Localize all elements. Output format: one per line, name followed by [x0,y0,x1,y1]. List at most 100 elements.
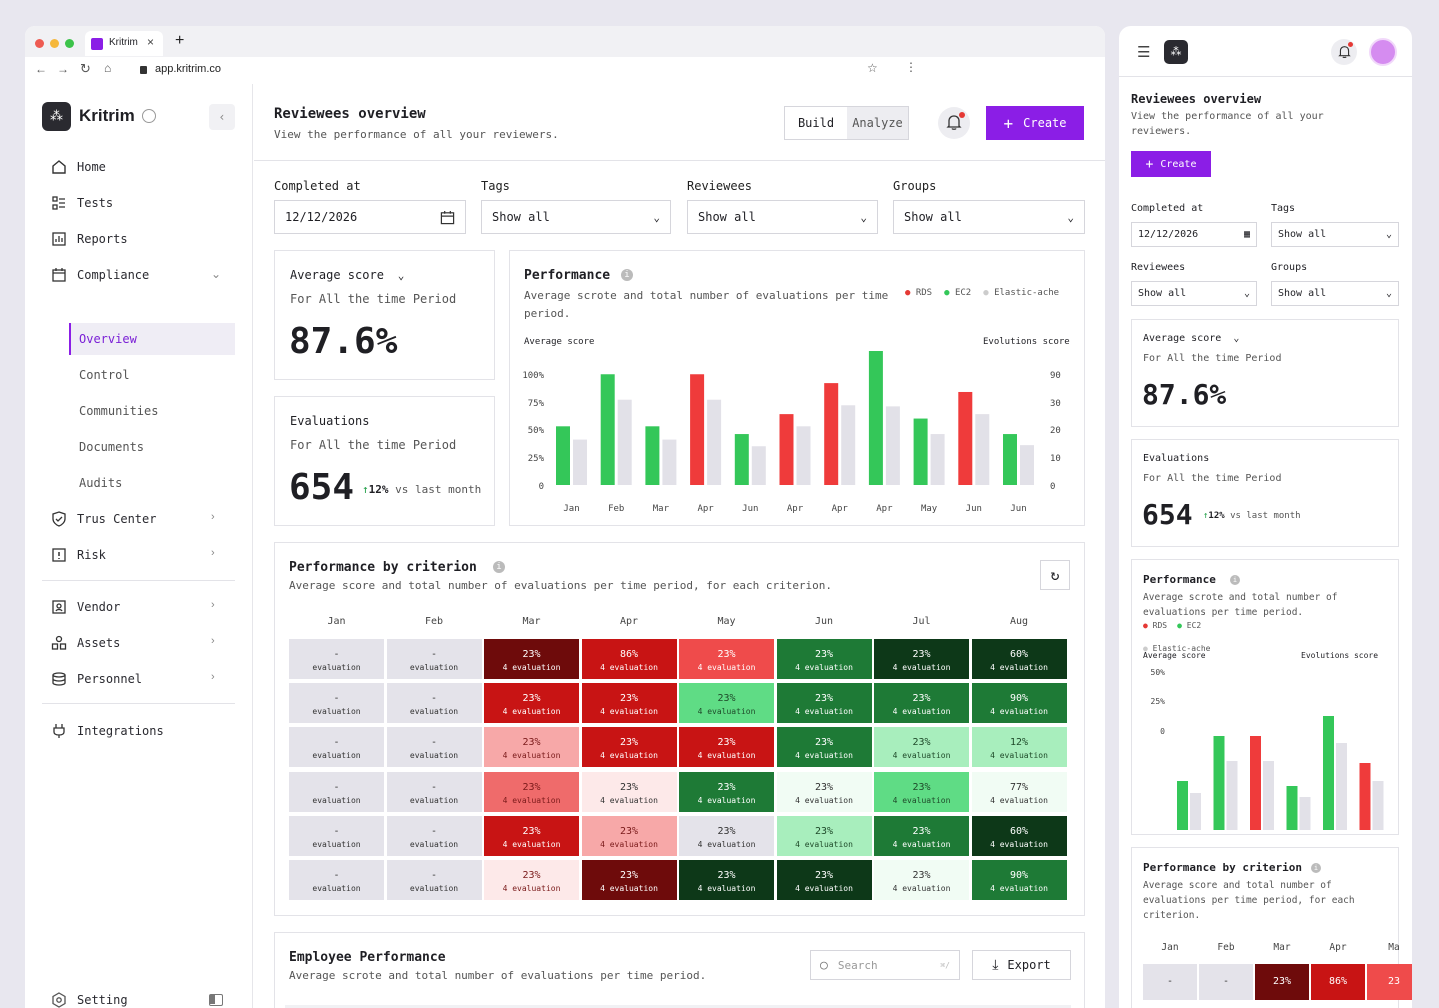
heatmap-cell[interactable]: 23% 4 evaluation [484,815,579,856]
heatmap-cell[interactable]: 23% 4 evaluation [581,683,677,724]
heatmap-cell[interactable]: 23% 4 evaluation [484,727,579,768]
heatmap-cell[interactable]: - evaluation [386,860,482,900]
sidebar-sub-overview[interactable]: Overview [79,332,137,346]
heatmap-cell[interactable]: - evaluation [289,771,384,812]
sidebar-item-integrations[interactable]: Integrations [51,723,164,739]
sidebar-item-personnel[interactable]: Personnel [51,671,142,687]
heatmap-cell[interactable]: 23% 4 evaluation [874,639,969,679]
info-icon[interactable]: i [1311,863,1321,873]
menu-dots-icon[interactable]: ⋮ [905,60,917,74]
sidebar-sub-audits[interactable]: Audits [79,476,123,490]
heatmap-cell[interactable]: 23% 4 evaluation [776,771,872,812]
sidebar-item-vendor[interactable]: Vendor [51,599,120,615]
sidebar-item-home[interactable]: Home [51,159,106,175]
sidebar-item-risk[interactable]: Risk [51,547,106,563]
create-button[interactable]: + Create [986,106,1084,140]
heatmap-cell[interactable]: - evaluation [386,815,482,856]
heatmap-cell[interactable]: 23% 4 evaluation [874,771,969,812]
avatar[interactable] [1369,38,1397,66]
heatmap-cell[interactable]: - evaluation [386,771,482,812]
bookmark-star-icon[interactable]: ☆ [867,61,878,75]
heatmap-cell[interactable]: 86% 4 evaluation [581,639,677,679]
chevron-down-icon[interactable]: ⌄ [211,267,222,281]
heatmap-cell[interactable]: - evaluation [386,727,482,768]
heatmap-cell[interactable]: 23% 4 evaluation [679,683,774,724]
build-tab[interactable]: Build [785,107,847,139]
heatmap-cell[interactable]: 23% 4 evaluation [679,639,774,679]
heatmap-cell[interactable]: 90% 4 evaluation [971,860,1067,900]
heatmap-cell[interactable]: - evaluation [289,815,384,856]
heatmap-cell[interactable]: 23% 4 evaluation [581,727,677,768]
hamburger-icon[interactable]: ☰ [1137,43,1151,61]
heatmap-cell[interactable]: 23% 4 evaluation [776,860,872,900]
panel-heatmap-cell[interactable]: 86% [1311,964,1365,1000]
heatmap-cell[interactable]: 23% 4 evaluation [581,815,677,856]
sidebar-sub-control[interactable]: Control [79,368,130,382]
url-text[interactable]: app.kritrim.co [155,63,222,75]
sidebar-item-assets[interactable]: Assets [51,635,120,651]
heatmap-cell[interactable]: 23% 4 evaluation [874,860,969,900]
heatmap-cell[interactable]: - evaluation [289,727,384,768]
heatmap-cell[interactable]: 23% 4 evaluation [776,815,872,856]
heatmap-cell[interactable]: - evaluation [386,639,482,679]
panel-heatmap-cell[interactable]: 23% [1255,964,1309,1000]
panel-avg-title[interactable]: Average score ⌄ [1143,333,1239,344]
heatmap-cell[interactable]: 12% 4 evaluation [971,727,1067,768]
sidebar-item-compliance[interactable]: Compliance [51,267,149,283]
completed-date-input[interactable]: 12/12/2026 [274,200,466,234]
home-icon[interactable]: ⌂ [104,61,112,75]
info-icon[interactable]: i [621,269,633,281]
sidebar-sub-communities[interactable]: Communities [79,404,159,418]
panel-heatmap-cell[interactable]: - [1199,964,1253,1000]
close-tab-icon[interactable]: × [147,35,155,49]
heatmap-cell[interactable]: 23% 4 evaluation [679,860,774,900]
sidebar-toggle-icon[interactable] [209,994,223,1006]
heatmap-cell[interactable]: 23% 4 evaluation [776,727,872,768]
sidebar-item-tests[interactable]: Tests [51,195,113,211]
info-icon[interactable]: i [493,561,505,573]
panel-completed-input[interactable]: 12/12/2026 ▦ [1131,222,1257,247]
tags-select[interactable]: Show all ⌄ [481,200,671,234]
reload-icon[interactable]: ↻ [80,61,91,76]
heatmap-cell[interactable]: 23% 4 evaluation [484,771,579,812]
groups-select[interactable]: Show all ⌄ [893,200,1085,234]
heatmap-cell[interactable]: 23% 4 evaluation [776,683,872,724]
heatmap-cell[interactable]: 23% 4 evaluation [484,639,579,679]
close-window-button[interactable] [35,39,44,48]
back-icon[interactable]: ← [35,62,47,76]
heatmap-cell[interactable]: 23% 4 evaluation [484,860,579,900]
sidebar-item-setting[interactable]: Setting [51,992,128,1008]
forward-icon[interactable]: → [57,62,69,76]
refresh-button[interactable]: ↻ [1040,560,1070,590]
reviewees-select[interactable]: Show all ⌄ [687,200,878,234]
sidebar-item-trust-center[interactable]: Trus Center [51,511,156,527]
heatmap-cell[interactable]: 60% 4 evaluation [971,639,1067,679]
notification-button[interactable] [938,107,970,139]
panel-reviewees-select[interactable]: Show all ⌄ [1131,281,1257,306]
heatmap-cell[interactable]: - evaluation [289,860,384,900]
panel-heatmap-cell[interactable]: - [1143,964,1197,1000]
heatmap-cell[interactable]: 23% 4 evaluation [581,771,677,812]
browser-tab[interactable]: Kritrim × [85,31,163,56]
heatmap-cell[interactable]: 23% 4 evaluation [581,860,677,900]
sidebar-sub-documents[interactable]: Documents [79,440,145,454]
collapse-sidebar-button[interactable]: ‹ [209,104,235,130]
heatmap-cell[interactable]: 77% 4 evaluation [971,771,1067,812]
heatmap-cell[interactable]: 60% 4 evaluation [971,815,1067,856]
panel-create-button[interactable]: + Create [1131,151,1211,177]
heatmap-cell[interactable]: 90% 4 evaluation [971,683,1067,724]
heatmap-cell[interactable]: 23% 4 evaluation [874,727,969,768]
heatmap-cell[interactable]: 23% 4 evaluation [679,815,774,856]
panel-heatmap-cell[interactable]: 23 [1367,964,1412,1000]
heatmap-cell[interactable]: - evaluation [289,639,384,679]
heatmap-cell[interactable]: 23% 4 evaluation [874,815,969,856]
maximize-window-button[interactable] [65,39,74,48]
heatmap-cell[interactable]: 23% 4 evaluation [679,727,774,768]
info-icon[interactable]: i [1230,575,1240,585]
heatmap-cell[interactable]: 23% 4 evaluation [874,683,969,724]
search-input[interactable]: ○ Search ⌘/ [810,950,960,980]
minimize-window-button[interactable] [50,39,59,48]
panel-tags-select[interactable]: Show all ⌄ [1271,222,1399,247]
avg-score-title[interactable]: Average score ⌄ [290,268,404,282]
new-tab-button[interactable]: + [175,32,185,49]
